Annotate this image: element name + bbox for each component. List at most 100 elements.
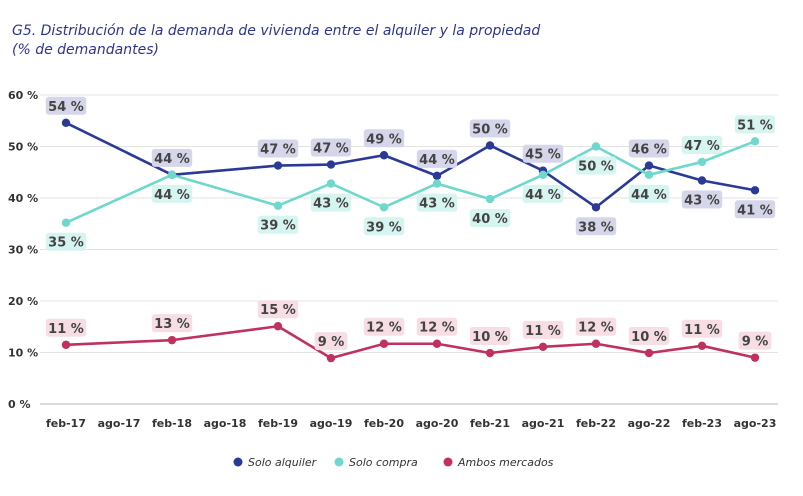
- data-point: [326, 179, 336, 188]
- data-label-bg: [681, 135, 723, 154]
- data-label: 44 %: [154, 152, 190, 167]
- legend-marker: [443, 457, 453, 467]
- x-tick-label: ago-22: [628, 417, 671, 430]
- data-point: [61, 340, 71, 349]
- data-label-bg: [151, 184, 193, 203]
- data-label: 43 %: [419, 197, 455, 212]
- data-label: 11 %: [48, 322, 84, 337]
- data-label-bg: [151, 148, 193, 167]
- data-label: 44 %: [631, 188, 667, 203]
- data-point: [326, 160, 336, 169]
- data-label-bg: [45, 96, 87, 115]
- chart-title-line-1: G5. Distribución de la demanda de vivien…: [12, 23, 541, 39]
- y-tick-label: 10 %: [8, 347, 38, 360]
- data-label: 12 %: [366, 321, 402, 336]
- y-tick-label: 40 %: [8, 192, 38, 205]
- data-points: [61, 118, 760, 363]
- data-point: [750, 137, 760, 146]
- data-label-bg: [363, 317, 405, 336]
- data-point: [432, 171, 442, 181]
- legend-marker: [233, 457, 243, 467]
- data-point: [750, 186, 760, 195]
- data-point: [326, 353, 336, 363]
- data-point: [167, 335, 177, 345]
- data-label-bg: [314, 332, 348, 351]
- series-lines: [65, 121, 756, 360]
- data-point: [644, 170, 654, 180]
- data-label-bg: [628, 139, 670, 158]
- data-label: 47 %: [313, 142, 349, 157]
- data-point: [273, 322, 283, 331]
- data-label: 11 %: [525, 324, 561, 339]
- y-tick-label: 20 %: [8, 295, 38, 308]
- data-label-bg: [522, 144, 564, 163]
- data-point: [61, 218, 71, 227]
- data-label-bg: [522, 184, 564, 203]
- data-label-bg: [628, 327, 670, 346]
- legend-marker: [334, 457, 344, 467]
- data-label-bg: [681, 319, 723, 338]
- data-label: 38 %: [578, 220, 614, 235]
- data-label-bg: [363, 129, 405, 148]
- data-point: [697, 341, 707, 351]
- data-label: 44 %: [154, 188, 190, 203]
- data-label-bg: [681, 190, 723, 209]
- data-label-bg: [734, 115, 776, 134]
- data-label-bg: [469, 119, 511, 138]
- data-point: [485, 348, 495, 358]
- data-point: [538, 170, 548, 180]
- data-label-bg: [575, 156, 617, 175]
- x-tick-label: feb-18: [152, 417, 192, 430]
- data-label: 54 %: [48, 100, 84, 115]
- data-label-bg: [257, 300, 299, 319]
- data-label: 51 %: [737, 118, 773, 133]
- data-label: 39 %: [260, 219, 296, 234]
- data-label-bg: [310, 138, 352, 157]
- data-point: [379, 151, 389, 160]
- y-tick-label: 30 %: [8, 244, 38, 257]
- data-point: [750, 353, 760, 362]
- data-label-bg: [45, 232, 87, 251]
- data-label: 44 %: [525, 188, 561, 203]
- data-label-bg: [416, 193, 458, 212]
- data-label-bg: [416, 317, 458, 336]
- data-label: 50 %: [472, 122, 508, 137]
- x-tick-label: feb-22: [576, 417, 616, 430]
- y-tick-label: 60 %: [8, 89, 38, 102]
- data-label-bg: [522, 320, 564, 339]
- x-tick-label: ago-19: [310, 417, 353, 430]
- data-label-bg: [257, 139, 299, 158]
- series-line: [65, 140, 756, 224]
- x-tick-label: feb-20: [364, 417, 404, 430]
- data-label: 46 %: [631, 143, 667, 158]
- data-label: 47 %: [260, 143, 296, 158]
- data-label-bg: [257, 215, 299, 234]
- data-point: [644, 348, 654, 358]
- legend-label: Ambos mercados: [457, 456, 554, 469]
- x-tick-label: feb-23: [682, 417, 722, 430]
- data-point: [167, 170, 177, 180]
- data-label-bg: [45, 318, 87, 337]
- data-label: 15 %: [260, 303, 296, 318]
- data-label: 44 %: [419, 153, 455, 168]
- x-tick-label: ago-21: [522, 417, 565, 430]
- data-label: 45 %: [525, 148, 561, 163]
- data-point: [591, 339, 601, 348]
- data-point: [538, 342, 548, 352]
- data-point: [379, 339, 389, 348]
- data-label: 47 %: [684, 139, 720, 154]
- data-point: [591, 203, 601, 212]
- legend-label: Solo compra: [349, 456, 418, 469]
- data-label: 12 %: [419, 321, 455, 336]
- data-label-bg: [469, 209, 511, 228]
- data-label-bg: [310, 193, 352, 212]
- data-label: 40 %: [472, 212, 508, 227]
- data-label-bg: [575, 217, 617, 236]
- data-label: 10 %: [631, 330, 667, 345]
- x-tick-label: ago-23: [734, 417, 777, 430]
- data-point: [379, 203, 389, 212]
- data-point: [644, 161, 654, 170]
- data-label: 49 %: [366, 132, 402, 147]
- data-label: 12 %: [578, 321, 614, 336]
